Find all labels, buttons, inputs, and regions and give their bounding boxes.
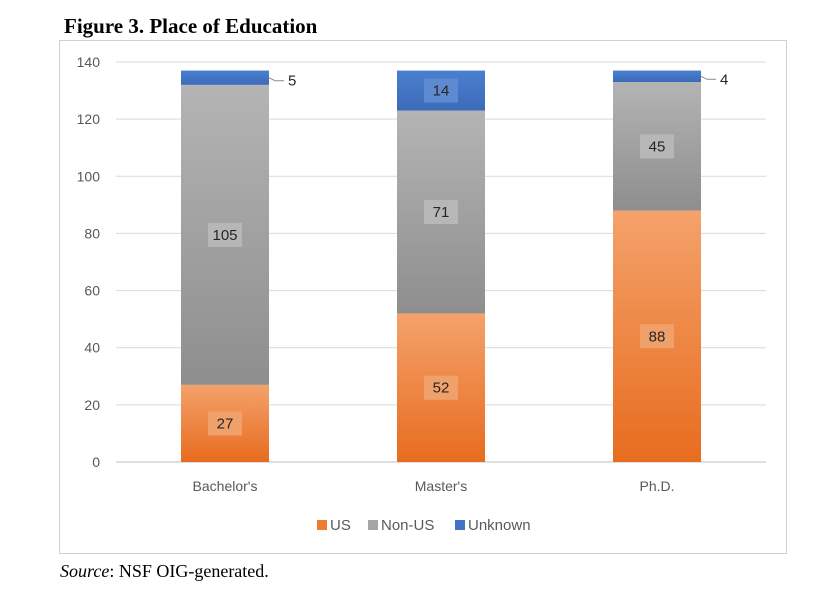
legend: US Non-US Unknown xyxy=(317,517,531,534)
bar-bachelor-s-unknown xyxy=(181,70,269,85)
data-label-box-ph-d-us xyxy=(640,324,674,349)
data-label-master-s-us: 52 xyxy=(433,380,450,397)
x-tick-label-bachelor-s: Bachelor's xyxy=(193,478,258,494)
figure-title: Figure 3. Place of Education xyxy=(64,14,318,38)
data-label-box-bachelor-s-non-us xyxy=(208,222,242,247)
x-tick-label-ph-d: Ph.D. xyxy=(639,478,674,494)
source-label: Source xyxy=(60,561,110,581)
legend-swatch-unknown xyxy=(455,520,465,530)
leader-line-bachelor-s-unknown xyxy=(268,77,284,82)
data-label-box-master-s-us xyxy=(424,375,458,400)
legend-label-us: US xyxy=(330,517,351,534)
data-label-bachelor-s-unknown: 5 xyxy=(288,73,296,90)
data-label-box-ph-d-non-us xyxy=(640,134,674,159)
data-labels: 27 105 5 52 71 14 88 45 4 xyxy=(208,71,728,436)
data-label-ph-d-unknown: 4 xyxy=(720,71,728,88)
y-axis: 0 20 40 60 80 100 120 140 xyxy=(77,54,101,470)
data-label-box-master-s-unknown xyxy=(424,78,458,103)
y-tick-label-120: 120 xyxy=(77,111,101,127)
legend-label-unknown: Unknown xyxy=(468,517,531,534)
x-tick-label-master-s: Master's xyxy=(415,478,467,494)
x-axis: Bachelor's Master's Ph.D. xyxy=(193,478,675,494)
y-tick-label-140: 140 xyxy=(77,54,101,70)
legend-label-non-us: Non-US xyxy=(381,517,434,534)
y-tick-label-80: 80 xyxy=(84,225,100,241)
data-label-master-s-non-us: 71 xyxy=(433,204,450,221)
data-label-box-bachelor-s-us xyxy=(208,411,242,436)
data-label-ph-d-us: 88 xyxy=(649,328,666,345)
data-label-bachelor-s-non-us: 105 xyxy=(212,227,237,244)
y-tick-label-40: 40 xyxy=(84,340,100,356)
legend-swatch-us xyxy=(317,520,327,530)
legend-swatch-non-us xyxy=(368,520,378,530)
source-text: : NSF OIG-generated. xyxy=(109,561,269,581)
y-tick-label-0: 0 xyxy=(92,454,100,470)
data-label-box-master-s-non-us xyxy=(424,200,458,224)
data-label-bachelor-s-us: 27 xyxy=(217,415,234,432)
leader-line-ph-d-unknown xyxy=(700,75,716,80)
source-note: Source: NSF OIG-generated. xyxy=(60,561,269,582)
bars xyxy=(181,70,701,462)
chart-frame xyxy=(59,40,787,554)
y-tick-label-20: 20 xyxy=(84,397,100,413)
bar-ph-d-unknown xyxy=(613,70,701,82)
data-label-master-s-unknown: 14 xyxy=(433,83,450,100)
data-label-ph-d-non-us: 45 xyxy=(649,138,666,155)
y-tick-label-100: 100 xyxy=(77,168,101,184)
y-tick-label-60: 60 xyxy=(84,283,100,299)
